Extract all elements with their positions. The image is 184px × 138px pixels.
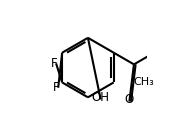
Text: F: F: [51, 57, 57, 70]
Text: CH₃: CH₃: [133, 77, 154, 87]
Text: F: F: [53, 81, 59, 94]
Text: OH: OH: [92, 91, 110, 104]
Text: O: O: [125, 93, 134, 106]
